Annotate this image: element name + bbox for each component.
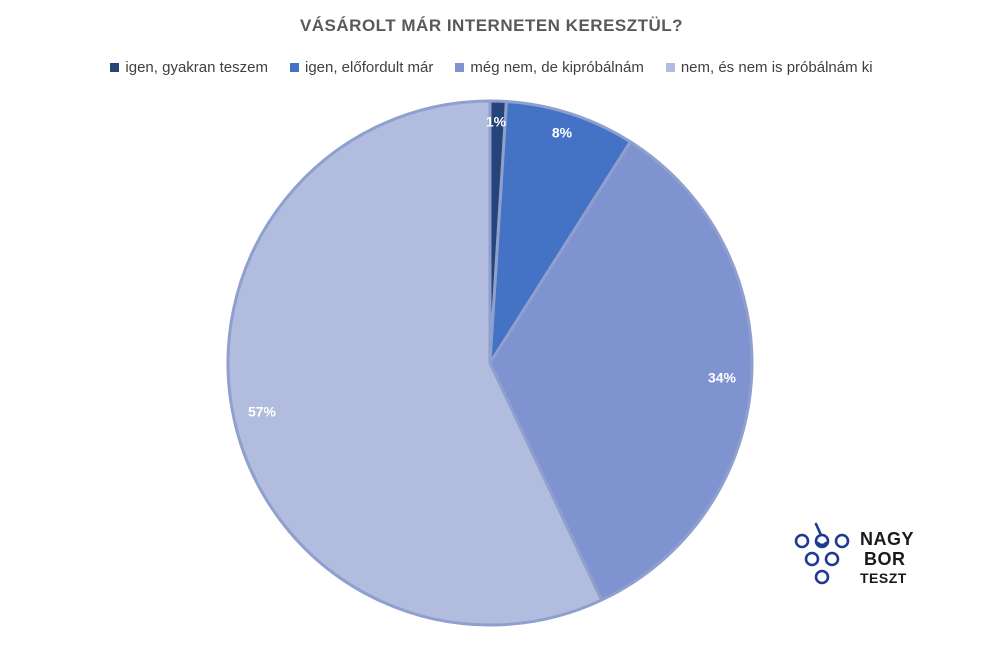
legend-label: igen, előfordult már	[304, 59, 434, 76]
data-label: 8%	[552, 125, 573, 141]
logo-line: BOR	[864, 549, 906, 569]
legend-item: nem, és nem is próbálnám ki	[665, 59, 873, 76]
legend-swatch	[110, 63, 120, 72]
data-label: 1%	[486, 114, 507, 130]
pie-slice	[226, 99, 604, 627]
logo-line: NAGY	[860, 529, 915, 549]
legend-item: még nem, de kipróbálnám	[455, 59, 644, 76]
data-label: 57%	[248, 404, 277, 420]
chart-title: VÁSÁROLT MÁR INTERNETEN KERESZTÜL?	[299, 16, 684, 35]
legend-item: igen, gyakran teszem	[110, 59, 268, 76]
legend-swatch	[665, 63, 675, 72]
nagy-bor-teszt-logo-icon	[794, 522, 850, 585]
legend-item: igen, előfordult már	[289, 59, 434, 76]
pie-slice	[488, 140, 754, 602]
legend: igen, gyakran teszem igen, előfordult má…	[0, 59, 983, 76]
pie-slice	[488, 100, 632, 365]
data-label: 34%	[708, 370, 737, 386]
legend-label: nem, és nem is próbálnám ki	[680, 59, 873, 76]
legend-label: igen, gyakran teszem	[125, 59, 268, 76]
legend-label: még nem, de kipróbálnám	[470, 59, 644, 76]
legend-swatch	[289, 63, 299, 72]
logo-text: NAGY BOR TESZT	[860, 530, 914, 585]
logo-line: TESZT	[860, 570, 907, 586]
legend-swatch	[455, 63, 465, 72]
